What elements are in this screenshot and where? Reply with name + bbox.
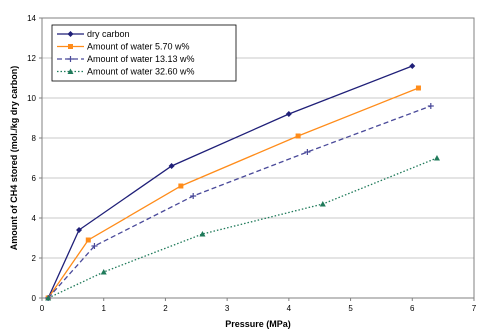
data-point <box>427 103 434 109</box>
data-point <box>100 269 107 275</box>
x-tick-label: 0 <box>40 304 45 313</box>
legend-marker <box>67 31 74 37</box>
series-2 <box>45 85 421 301</box>
x-axis-title: Pressure (MPa) <box>225 319 291 329</box>
x-tick-label: 5 <box>348 304 353 313</box>
legend-marker <box>68 44 73 49</box>
x-tick-label: 7 <box>472 304 477 313</box>
data-point <box>433 155 440 161</box>
data-point <box>415 85 421 91</box>
legend: dry carbon Amount of water 5.70 w% Amount … <box>51 24 237 82</box>
y-tick-label: 10 <box>27 94 36 103</box>
x-tick-label: 1 <box>101 304 106 313</box>
y-tick-label: 14 <box>27 14 36 23</box>
data-point <box>409 63 416 69</box>
series-line <box>47 87 419 299</box>
data-point <box>319 201 326 207</box>
data-point <box>76 227 83 233</box>
y-tick-label: 8 <box>32 134 37 143</box>
data-point <box>285 111 292 117</box>
y-tick-label: 0 <box>32 294 37 303</box>
series-layer <box>45 63 440 301</box>
legend-label: Amount of water 13.13 w% <box>87 54 195 64</box>
legend-marker <box>67 56 74 62</box>
y-tick-label: 6 <box>32 174 37 183</box>
data-point <box>85 237 91 243</box>
x-tick-label: 4 <box>287 304 292 313</box>
data-point <box>45 295 52 301</box>
data-point <box>295 133 301 139</box>
series-line <box>47 157 438 299</box>
legend-label: dry carbon <box>87 29 130 39</box>
legend-label: Amount of water 32.60 w% <box>87 67 195 77</box>
data-point <box>199 231 206 237</box>
y-tick-label: 2 <box>32 254 37 263</box>
legend-marker <box>67 68 74 74</box>
series-4 <box>45 155 440 301</box>
x-tick-label: 3 <box>225 304 230 313</box>
gridlines <box>42 57 474 259</box>
series-line <box>47 105 432 299</box>
data-point <box>168 163 175 169</box>
y-axis-title: Amount of CH4 stored (mol./kg dry carbon… <box>9 66 19 251</box>
data-point <box>190 193 197 199</box>
x-tick-label: 6 <box>410 304 415 313</box>
data-point <box>178 183 184 189</box>
data-point <box>304 149 311 155</box>
data-point <box>91 243 98 249</box>
legend-label: Amount of water 5.70 w% <box>87 42 190 52</box>
y-tick-label: 12 <box>27 54 36 63</box>
y-tick-label: 4 <box>32 214 37 223</box>
x-tick-label: 2 <box>163 304 168 313</box>
plot-area <box>41 17 475 299</box>
